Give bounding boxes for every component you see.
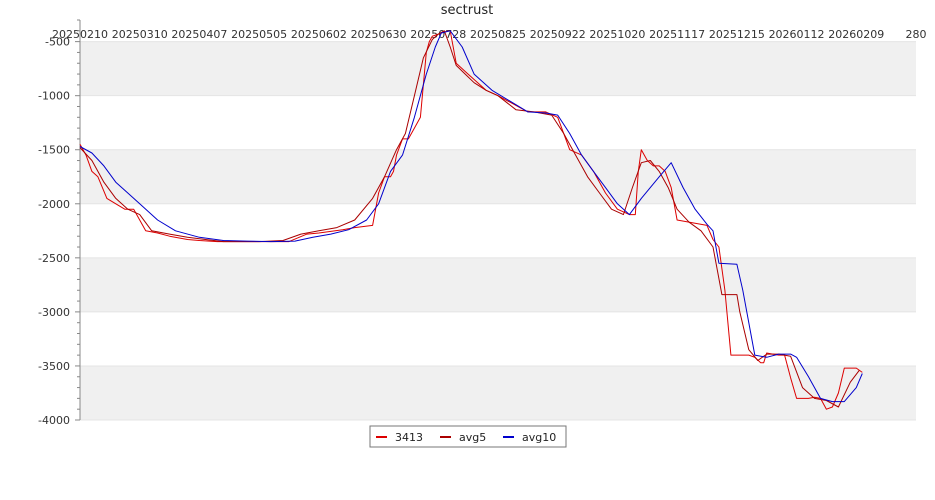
y-tick-label: -2000 [38, 198, 70, 211]
x-tick-label: 20260209 [828, 28, 884, 41]
series-lines [79, 30, 863, 410]
y-tick-label: -4000 [38, 414, 70, 427]
x-tick-label: 20250602 [291, 28, 347, 41]
grid-bands [80, 41, 916, 421]
legend-box [369, 425, 567, 448]
x-tick-label: 20260112 [769, 28, 825, 41]
x-tick-label: 20250407 [171, 28, 227, 41]
y-tick-label: -3500 [38, 360, 70, 373]
series-line-avg5 [79, 30, 860, 408]
x-tick-label: 20250310 [112, 28, 168, 41]
y-tick-label: -1500 [38, 144, 70, 157]
grid-band [80, 41, 916, 96]
y-tick-label: -3000 [38, 306, 70, 319]
x-axis-ticks: 20250210 20250310 20250407 20250505 20250602… [52, 28, 927, 41]
x-tick-label: 20250630 [351, 28, 407, 41]
legend-label: avg5 [459, 431, 486, 444]
x-tick-label: 20251117 [649, 28, 705, 41]
grid-band [80, 149, 916, 204]
legend: 3413 avg5 avg10 [369, 425, 567, 448]
legend-label: avg10 [522, 431, 556, 444]
grid-band [80, 365, 916, 420]
y-tick-label: -500 [45, 36, 70, 49]
x-tick-label: 20250922 [530, 28, 586, 41]
grid-band [80, 257, 916, 312]
x-tick-label: 20250825 [470, 28, 526, 41]
y-axis: -500 -1000 -1500 -2000 -2500 -3000 -3500 -4000 [38, 19, 81, 427]
x-tick-label: 20250505 [231, 28, 287, 41]
x-tick-label: 20251215 [709, 28, 765, 41]
x-tick-label: 20251020 [589, 28, 645, 41]
y-tick-label: -1000 [38, 90, 70, 103]
y-tick-label: -2500 [38, 252, 70, 265]
chart-title: sectrust [441, 3, 493, 18]
legend-label: 3413 [395, 431, 423, 444]
x-tick-label: 280 [906, 28, 927, 41]
series-line-avg10 [79, 30, 863, 403]
